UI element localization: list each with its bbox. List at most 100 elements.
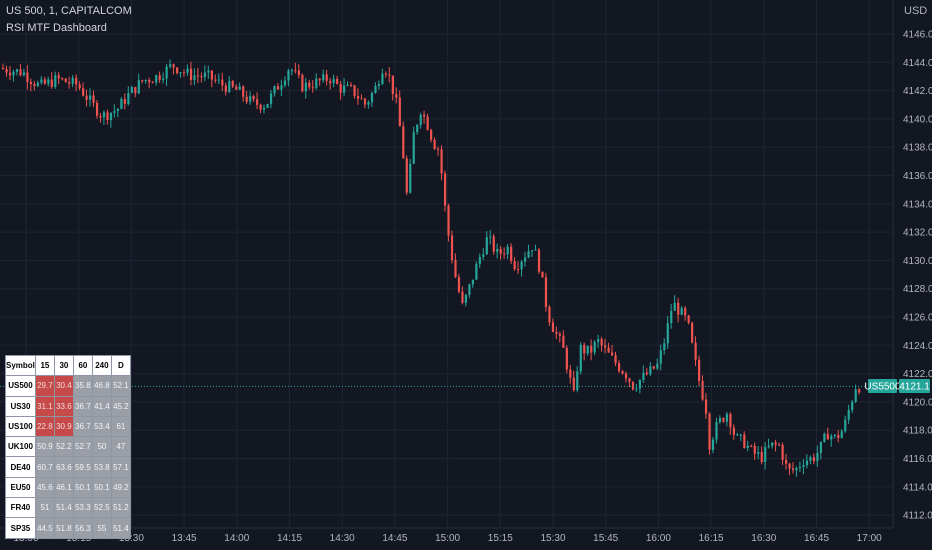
candle-body bbox=[583, 344, 586, 354]
candle-body bbox=[416, 124, 419, 133]
candle-body bbox=[851, 401, 854, 411]
candle-body bbox=[684, 308, 687, 316]
rsi-value-cell: 50.9 bbox=[34, 436, 55, 458]
header-30: 30 bbox=[53, 354, 74, 377]
rsi-value-cell: 45.2 bbox=[110, 395, 131, 417]
candle-body bbox=[510, 246, 513, 262]
rsi-value-cell: 50.1 bbox=[72, 476, 93, 499]
candle-body bbox=[645, 372, 648, 375]
table-row: SP35 44.5 51.8 56.3 55 51.4 bbox=[5, 517, 131, 539]
row-symbol: US100 bbox=[5, 415, 36, 438]
candle-body bbox=[819, 441, 822, 454]
candle-body bbox=[395, 93, 398, 98]
candle-body bbox=[600, 339, 603, 346]
candle-body bbox=[513, 261, 516, 270]
candle-body bbox=[746, 445, 749, 448]
candle-body bbox=[791, 468, 795, 471]
candle-body bbox=[151, 82, 154, 84]
candle-body bbox=[701, 380, 704, 400]
currency-label: USD bbox=[904, 5, 928, 17]
candle-body bbox=[764, 447, 767, 463]
price-tick-label: 4140.0 bbox=[903, 114, 932, 125]
candle-body bbox=[263, 107, 266, 110]
candle-body bbox=[374, 85, 377, 94]
rsi-value-cell: 31.1 bbox=[34, 395, 55, 417]
price-tick-label: 4132.0 bbox=[903, 228, 932, 239]
price-tick-label: 4112.0 bbox=[903, 511, 932, 522]
candle-body bbox=[231, 81, 234, 87]
candle-body bbox=[506, 246, 509, 255]
candle-body bbox=[503, 253, 506, 255]
candle-body bbox=[238, 86, 241, 90]
candle-body bbox=[736, 434, 739, 436]
time-tick-label: 14:00 bbox=[224, 533, 249, 544]
candle-body bbox=[148, 79, 151, 83]
candle-body bbox=[99, 115, 102, 118]
rsi-value-cell: 36.7 bbox=[72, 415, 93, 438]
candle-body bbox=[294, 70, 297, 72]
candle-body bbox=[621, 371, 624, 374]
candle-body bbox=[363, 98, 367, 105]
candle-body bbox=[89, 95, 92, 100]
candle-body bbox=[325, 74, 328, 81]
candle-body bbox=[757, 452, 760, 454]
price-tick-label: 4142.0 bbox=[903, 86, 932, 97]
price-tick-label: 4130.0 bbox=[903, 256, 932, 267]
candle-body bbox=[656, 363, 659, 369]
candle-body bbox=[273, 86, 276, 94]
last-price-tags: US5500 4121.1 bbox=[864, 379, 930, 393]
candle-body bbox=[771, 442, 774, 446]
symbol-title[interactable]: US 500, 1, CAPITALCOM bbox=[6, 5, 132, 17]
indicator-title[interactable]: RSI MTF Dashboard bbox=[6, 22, 107, 34]
candle-body bbox=[781, 444, 784, 460]
candle-body bbox=[816, 453, 819, 462]
candle-body bbox=[360, 98, 363, 100]
candle-body bbox=[670, 310, 673, 324]
candle-body bbox=[95, 102, 99, 116]
candle-body bbox=[478, 256, 481, 264]
candle-body bbox=[68, 82, 71, 84]
candle-body bbox=[652, 366, 655, 369]
candle-body bbox=[85, 95, 88, 100]
candle-body bbox=[548, 306, 551, 323]
candle-body bbox=[301, 75, 304, 92]
candle-body bbox=[430, 129, 433, 140]
candle-body bbox=[398, 97, 401, 127]
candle-body bbox=[419, 114, 422, 125]
candle-body bbox=[635, 388, 638, 390]
candle-body bbox=[283, 80, 287, 86]
candle-body bbox=[40, 79, 43, 83]
price-tick-label: 4124.0 bbox=[903, 341, 932, 352]
time-tick-label: 15:30 bbox=[540, 533, 565, 544]
candle-body bbox=[82, 88, 85, 96]
candle-body bbox=[718, 417, 722, 422]
price-axis: 4146.0 4144.0 4142.0 4140.0 4138.0 4136.0 4134… bbox=[892, 0, 932, 528]
candle-body bbox=[423, 114, 426, 117]
candle-body bbox=[8, 72, 12, 76]
time-tick-label: 14:45 bbox=[382, 533, 407, 544]
candle-body bbox=[224, 85, 227, 92]
candle-body bbox=[743, 434, 746, 448]
candle-body bbox=[805, 460, 809, 466]
candle-body bbox=[116, 108, 120, 112]
candle-body bbox=[624, 373, 628, 379]
candle-body bbox=[12, 71, 15, 76]
candle-body bbox=[732, 427, 735, 435]
candle-body bbox=[120, 99, 123, 109]
candle-body bbox=[193, 75, 196, 80]
table-row: EU50 45.6 46.1 50.1 50.1 49.2 bbox=[5, 476, 131, 499]
candle-body bbox=[631, 381, 635, 390]
candle-body bbox=[499, 248, 502, 254]
table-row: UK100 50.9 52.2 52.7 50 47 bbox=[5, 436, 131, 458]
candle-body bbox=[468, 284, 471, 295]
candle-body bbox=[276, 86, 280, 90]
candle-body bbox=[443, 173, 447, 206]
candle-body bbox=[812, 457, 816, 462]
table-row: US100 22.8 30.9 36.7 53.4 61 bbox=[5, 415, 131, 438]
rsi-value-cell: 60.7 bbox=[34, 456, 55, 478]
candle-body bbox=[555, 331, 558, 334]
candle-body bbox=[677, 302, 680, 315]
candle-body bbox=[854, 389, 857, 402]
rsi-value-cell: 50.1 bbox=[91, 476, 112, 499]
